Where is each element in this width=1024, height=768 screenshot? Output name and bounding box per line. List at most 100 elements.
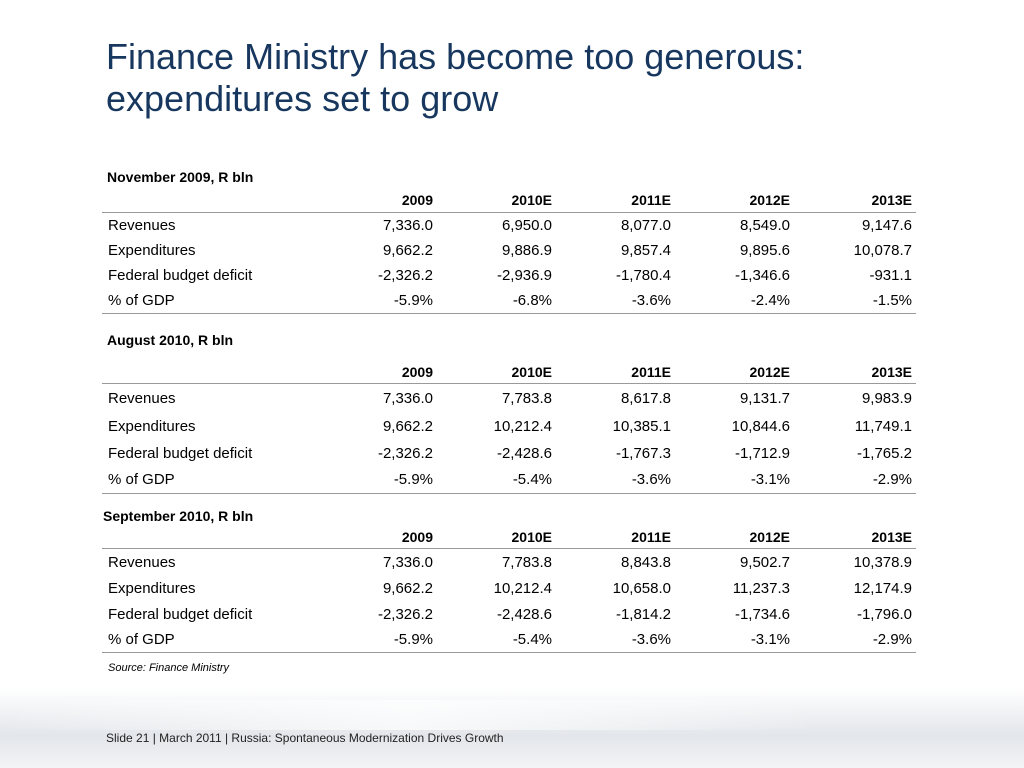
table-cell: 6,950.0 — [501, 216, 552, 234]
table-cell: 7,783.8 — [501, 389, 552, 407]
table-cell: -5.4% — [512, 471, 552, 489]
table-cell: -1,814.2 — [615, 605, 671, 623]
table-cell: -2,936.9 — [496, 267, 552, 284]
row-label: Federal budget deficit — [108, 605, 253, 623]
table-cell: -1,796.0 — [856, 605, 912, 623]
column-header: 2013E — [871, 191, 912, 208]
slide-footer: Slide 21 | March 2011 | Russia: Spontane… — [106, 731, 504, 745]
table-heading-september-2010: September 2010, R bln — [103, 508, 254, 524]
table-cell: 9,886.9 — [501, 242, 552, 259]
column-header: 2013E — [871, 363, 912, 380]
table-row: % of GDP -5.9% -5.4% -3.6% -3.1% -2.9% — [102, 467, 916, 493]
table-cell: -2.4% — [750, 291, 790, 309]
table-cell: -2,326.2 — [377, 605, 433, 623]
slide-title: Finance Ministry has become too generous… — [106, 36, 986, 120]
table-cell: 9,662.2 — [382, 242, 433, 259]
table-cell: -2,428.6 — [496, 445, 552, 462]
table-cell: 10,212.4 — [493, 418, 552, 435]
budget-table-august-2010: 2009 2010E 2011E 2012E 2013E Revenues 7,… — [102, 361, 916, 494]
source-note: Source: Finance Ministry — [108, 662, 230, 674]
table-row: Expenditures 9,662.2 10,212.4 10,658.0 1… — [102, 576, 916, 601]
column-header: 2012E — [749, 528, 790, 545]
table-header-row: 2009 2010E 2011E 2012E 2013E — [102, 361, 916, 383]
table-cell: 9,857.4 — [620, 242, 671, 259]
column-header: 2010E — [511, 191, 552, 208]
table-cell: -6.8% — [512, 291, 552, 309]
column-header: 2010E — [511, 528, 552, 545]
table-header-row: 2009 2010E 2011E 2012E 2013E — [102, 188, 916, 212]
column-header: 2011E — [631, 528, 671, 545]
column-header: 2011E — [631, 191, 671, 208]
slide-title-line-2: expenditures set to grow — [106, 78, 499, 119]
row-label: % of GDP — [108, 471, 175, 489]
table-row: % of GDP -5.9% -5.4% -3.6% -3.1% -2.9% — [102, 627, 916, 652]
table-cell: -3.6% — [631, 630, 671, 648]
table-row: Revenues 7,336.0 7,783.8 8,617.8 9,131.7… — [102, 383, 916, 413]
table-cell: -2,428.6 — [496, 605, 552, 623]
row-label: Expenditures — [108, 580, 196, 597]
budget-table-november-2009: 2009 2010E 2011E 2012E 2013E Revenues 7,… — [102, 188, 916, 314]
column-header: 2013E — [871, 528, 912, 545]
table-cell: -3.6% — [631, 291, 671, 309]
table-cell: 10,378.9 — [853, 553, 912, 571]
table-cell: -1,767.3 — [615, 445, 671, 462]
row-label: Revenues — [108, 216, 176, 234]
table-header-row: 2009 2010E 2011E 2012E 2013E — [102, 526, 916, 548]
table-row: Expenditures 9,662.2 9,886.9 9,857.4 9,8… — [102, 238, 916, 263]
table-cell: -5.9% — [393, 471, 433, 489]
table-cell: 10,212.4 — [493, 580, 552, 597]
table-cell: 9,662.2 — [382, 580, 433, 597]
table-cell: -2.9% — [872, 630, 912, 648]
table-heading-november-2009: November 2009, R bln — [107, 169, 254, 185]
column-header: 2011E — [631, 363, 671, 380]
table-cell: 11,749.1 — [854, 418, 912, 435]
table-cell: 7,336.0 — [382, 553, 433, 571]
table-cell: -5.9% — [393, 630, 433, 648]
table-cell: -931.1 — [869, 267, 912, 284]
row-label: Revenues — [108, 389, 176, 407]
table-row: Revenues 7,336.0 6,950.0 8,077.0 8,549.0… — [102, 212, 916, 238]
column-header: 2012E — [749, 191, 790, 208]
table-cell: -1,712.9 — [734, 445, 790, 462]
footer-band-highlight — [0, 700, 1024, 730]
table-cell: 11,237.3 — [732, 580, 790, 597]
row-label: Federal budget deficit — [108, 267, 253, 284]
table-cell: 8,843.8 — [620, 553, 671, 571]
table-cell: 9,502.7 — [739, 553, 790, 571]
table-cell: -5.4% — [512, 630, 552, 648]
row-label: % of GDP — [108, 630, 175, 648]
table-cell: -3.1% — [750, 630, 790, 648]
table-row: % of GDP -5.9% -6.8% -3.6% -2.4% -1.5% — [102, 288, 916, 313]
table-cell: -2.9% — [872, 471, 912, 489]
table-cell: 8,549.0 — [739, 216, 790, 234]
table-cell: 7,336.0 — [382, 216, 433, 234]
table-row: Federal budget deficit -2,326.2 -2,428.6… — [102, 440, 916, 467]
table-cell: 12,174.9 — [853, 580, 912, 597]
table-cell: 9,147.6 — [861, 216, 912, 234]
table-row: Federal budget deficit -2,326.2 -2,428.6… — [102, 601, 916, 627]
table-cell: 10,844.6 — [731, 418, 790, 435]
table-cell: 9,983.9 — [861, 389, 912, 407]
table-cell: -1,734.6 — [734, 605, 790, 623]
table-row: Expenditures 9,662.2 10,212.4 10,385.1 1… — [102, 413, 916, 440]
table-cell: -2,326.2 — [377, 267, 433, 284]
table-cell: -1,765.2 — [856, 445, 912, 462]
row-label: Expenditures — [108, 418, 196, 435]
column-header: 2009 — [401, 363, 433, 380]
table-cell: -2,326.2 — [377, 445, 433, 462]
table-cell: 8,077.0 — [620, 216, 671, 234]
table-cell: 9,662.2 — [382, 418, 433, 435]
table-cell: 10,385.1 — [612, 418, 671, 435]
table-cell: 7,783.8 — [501, 553, 552, 571]
table-cell: 9,131.7 — [739, 389, 790, 407]
row-label: % of GDP — [108, 291, 175, 309]
table-cell: -3.1% — [750, 471, 790, 489]
table-cell: 10,658.0 — [612, 580, 671, 597]
table-cell: -5.9% — [393, 291, 433, 309]
column-header: 2009 — [401, 191, 433, 208]
row-label: Revenues — [108, 553, 176, 571]
column-header: 2010E — [511, 363, 552, 380]
table-row: Federal budget deficit -2,326.2 -2,936.9… — [102, 263, 916, 288]
table-cell: 8,617.8 — [620, 389, 671, 407]
row-label: Expenditures — [108, 242, 196, 259]
